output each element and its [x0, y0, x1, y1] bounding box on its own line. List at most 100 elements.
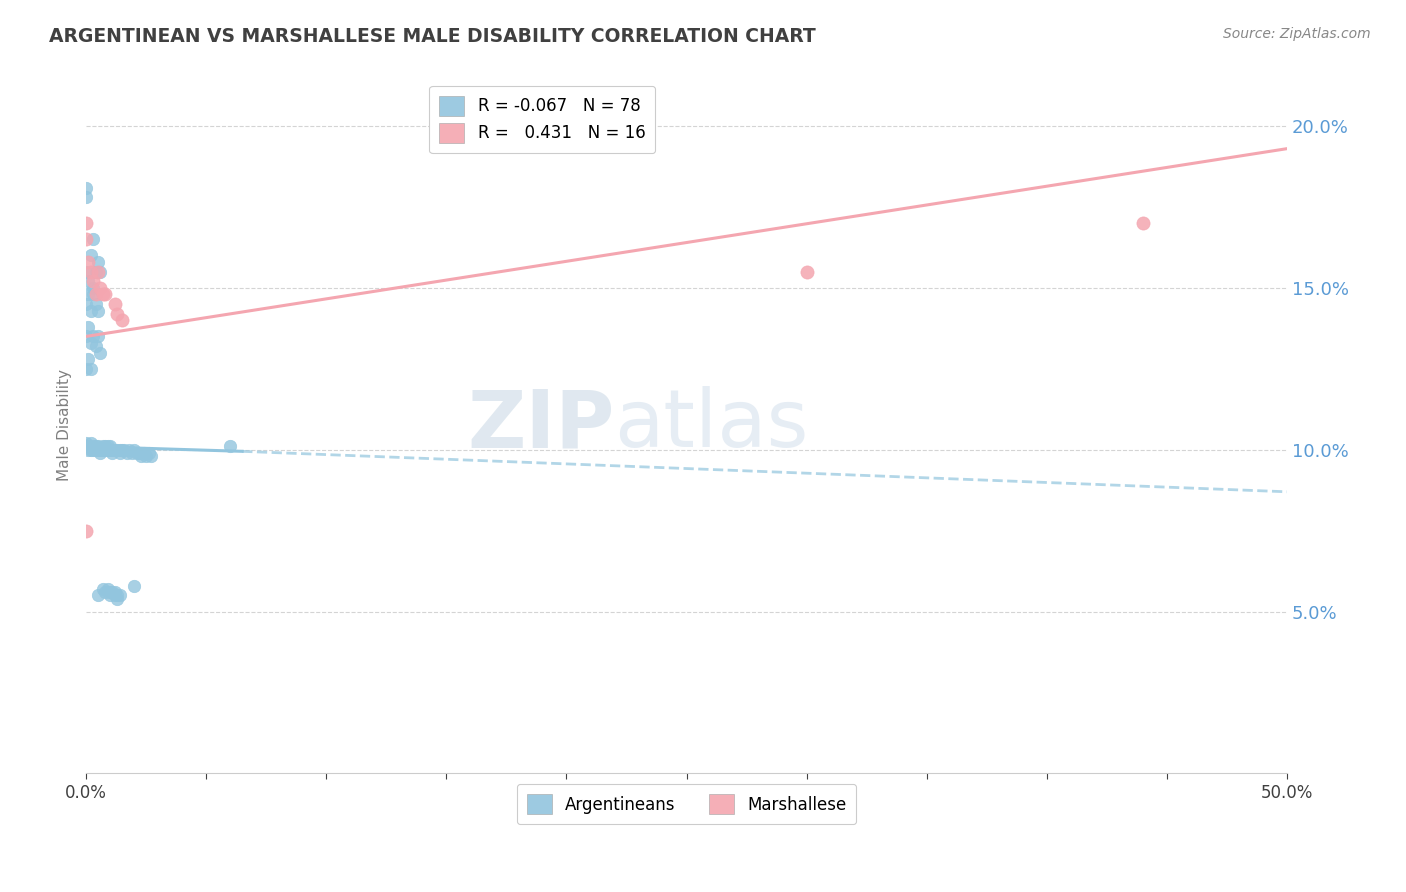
- Point: [94, 585, 117, 599]
- Point: [131, 449, 153, 463]
- Point: [132, 446, 155, 460]
- Point: [105, 588, 128, 602]
- Point: [104, 588, 127, 602]
- Point: [87, 265, 110, 279]
- Point: [82, 329, 104, 343]
- Legend: Argentineans, Marshallese: Argentineans, Marshallese: [516, 784, 856, 824]
- Point: [98, 585, 121, 599]
- Point: [75, 436, 97, 450]
- Point: [94, 440, 117, 454]
- Text: ARGENTINEAN VS MARSHALLESE MALE DISABILITY CORRELATION CHART: ARGENTINEAN VS MARSHALLESE MALE DISABILI…: [49, 27, 815, 45]
- Point: [80, 248, 103, 262]
- Point: [125, 446, 148, 460]
- Point: [75, 440, 97, 454]
- Point: [91, 582, 114, 596]
- Point: [82, 274, 104, 288]
- Point: [82, 232, 104, 246]
- Point: [75, 265, 97, 279]
- Point: [139, 449, 162, 463]
- Point: [114, 442, 136, 457]
- Point: [87, 329, 110, 343]
- Point: [128, 446, 150, 460]
- Point: [94, 442, 117, 457]
- Point: [101, 446, 124, 460]
- Point: [89, 442, 111, 457]
- Point: [101, 442, 124, 457]
- Point: [75, 361, 97, 376]
- Point: [121, 446, 143, 460]
- Point: [89, 446, 111, 460]
- Point: [75, 232, 97, 246]
- Point: [122, 579, 145, 593]
- Point: [75, 329, 97, 343]
- Point: [115, 446, 138, 460]
- Point: [108, 588, 131, 602]
- Point: [98, 440, 121, 454]
- Point: [89, 281, 111, 295]
- Point: [77, 319, 100, 334]
- Point: [77, 442, 100, 457]
- Point: [91, 287, 114, 301]
- Y-axis label: Male Disability: Male Disability: [58, 369, 72, 482]
- Point: [80, 436, 103, 450]
- Point: [118, 442, 141, 457]
- Point: [75, 180, 97, 194]
- Point: [97, 582, 120, 596]
- Point: [98, 442, 121, 457]
- Point: [111, 313, 134, 327]
- Point: [75, 297, 97, 311]
- Point: [104, 442, 127, 457]
- Point: [105, 442, 128, 457]
- Point: [75, 216, 97, 230]
- Point: [80, 303, 103, 318]
- Point: [89, 345, 111, 359]
- Point: [135, 449, 157, 463]
- Point: [87, 303, 110, 318]
- Point: [75, 440, 97, 454]
- Point: [108, 446, 131, 460]
- Point: [122, 442, 145, 457]
- Text: ZIP: ZIP: [467, 386, 614, 465]
- Point: [82, 440, 104, 454]
- Point: [75, 524, 97, 538]
- Text: Source: ZipAtlas.com: Source: ZipAtlas.com: [1223, 27, 1371, 41]
- Point: [84, 339, 107, 353]
- Point: [94, 287, 117, 301]
- Point: [104, 297, 127, 311]
- Point: [82, 287, 104, 301]
- Point: [82, 442, 104, 457]
- Point: [77, 287, 100, 301]
- Point: [80, 361, 103, 376]
- Point: [111, 442, 134, 457]
- Point: [87, 440, 110, 454]
- Point: [80, 335, 103, 350]
- Point: [75, 190, 97, 204]
- Point: [87, 255, 110, 269]
- Point: [77, 440, 100, 454]
- Text: atlas: atlas: [614, 386, 808, 465]
- Point: [97, 440, 120, 454]
- Point: [77, 255, 100, 269]
- Point: [84, 297, 107, 311]
- Point: [84, 287, 107, 301]
- Point: [91, 440, 114, 454]
- Point: [89, 265, 111, 279]
- Point: [91, 442, 114, 457]
- Point: [101, 585, 124, 599]
- Point: [219, 440, 242, 454]
- Point: [84, 442, 107, 457]
- Point: [138, 446, 160, 460]
- Point: [105, 307, 128, 321]
- Point: [80, 265, 103, 279]
- Point: [84, 440, 107, 454]
- Point: [796, 265, 818, 279]
- Point: [84, 265, 107, 279]
- Point: [105, 591, 128, 606]
- Point: [77, 352, 100, 367]
- Point: [80, 442, 103, 457]
- Point: [87, 588, 110, 602]
- Point: [108, 442, 131, 457]
- Point: [98, 588, 121, 602]
- Point: [82, 281, 104, 295]
- Point: [97, 442, 120, 457]
